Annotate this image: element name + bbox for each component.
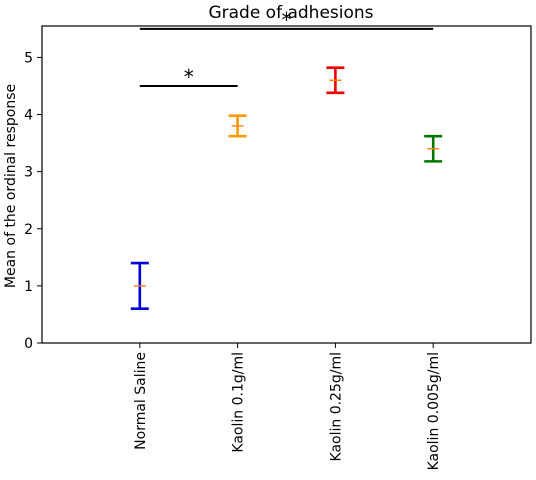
- x-tick-label: Kaolin 0.1g/ml: [231, 352, 247, 453]
- x-tick-label: Kaolin 0.25g/ml: [328, 352, 344, 461]
- x-tick-label: Kaolin 0.005g/ml: [426, 352, 442, 470]
- y-tick-label: 3: [24, 165, 33, 181]
- significance-star: *: [184, 65, 194, 89]
- y-axis-label: Mean of the ordinal response: [3, 84, 19, 288]
- chart-title: Grade of adhesions: [208, 3, 373, 23]
- y-tick-label: 2: [24, 222, 33, 238]
- y-tick-label: 5: [24, 50, 33, 66]
- x-tick-label: Normal Saline: [133, 352, 149, 450]
- y-tick-label: 0: [24, 336, 33, 352]
- y-tick-label: 1: [24, 279, 33, 295]
- plot-area: 0 1 2 3 4 5 Normal Saline Kaolin 0.1g/ml Kaolin …: [24, 8, 532, 470]
- plot-frame: [41, 25, 532, 344]
- significance-star: *: [282, 8, 292, 32]
- y-tick-label: 4: [24, 108, 33, 124]
